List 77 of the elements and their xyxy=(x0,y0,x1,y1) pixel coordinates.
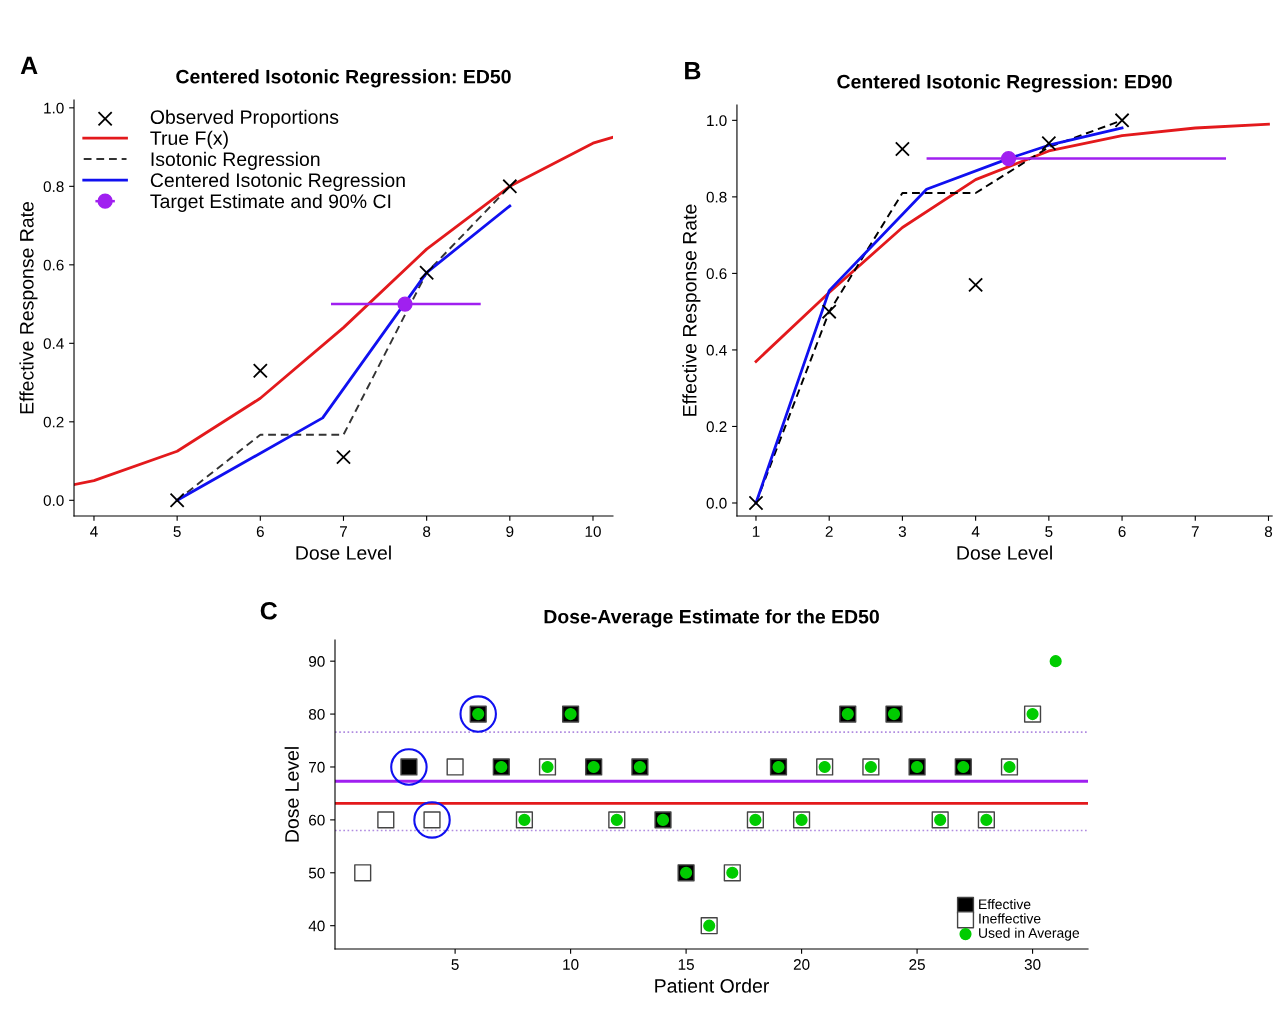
x-axis-title: Patient Order xyxy=(655,978,770,993)
x-tick-label: 1 xyxy=(752,526,760,537)
y-axis-title: Effective Response Rate xyxy=(19,202,38,414)
y-tick-label: 0.8 xyxy=(43,181,64,193)
legend-label: Centered Isotonic Regression xyxy=(150,172,405,191)
x-tick-label: 5 xyxy=(451,959,459,970)
x-tick-label: 25 xyxy=(909,959,925,970)
point xyxy=(335,449,351,465)
legend-label: Used in Average xyxy=(979,927,1080,941)
point xyxy=(397,296,413,312)
y-axis-title: Effective Response Rate xyxy=(682,204,701,416)
y-tick-label: 0.2 xyxy=(43,416,64,428)
line-series xyxy=(754,122,1270,363)
point xyxy=(821,304,837,320)
x-tick-label: 30 xyxy=(1024,959,1041,970)
point xyxy=(1114,112,1130,128)
x-tick-label: 7 xyxy=(1191,526,1199,537)
y-tick-label: 90 xyxy=(309,656,325,667)
point xyxy=(419,265,435,281)
x-tick-label: 3 xyxy=(898,526,906,537)
y-tick-label: 0.4 xyxy=(43,338,64,350)
x-tick-label: 4 xyxy=(971,526,980,537)
point xyxy=(1000,150,1017,167)
point xyxy=(1049,655,1062,668)
y-tick-label: 0.0 xyxy=(706,497,727,509)
x-tick-label: 5 xyxy=(1045,526,1053,537)
text: B xyxy=(685,62,701,80)
chart-title: Centered Isotonic Regression: ED90 xyxy=(837,74,1172,93)
y-tick-label: 1.0 xyxy=(44,102,64,114)
y-tick-label: 1.0 xyxy=(707,115,727,127)
x-tick-label: 20 xyxy=(793,959,810,970)
y-tick-label: 0.2 xyxy=(706,421,727,433)
x-tick-label: 2 xyxy=(825,526,833,537)
x-tick-label: 6 xyxy=(1118,526,1126,537)
text: C xyxy=(260,601,278,620)
x-axis-title: Dose Level xyxy=(957,545,1052,560)
point xyxy=(894,141,910,157)
point xyxy=(446,758,464,776)
y-tick-label: 80 xyxy=(308,708,325,720)
legend-label: Observed Proportions xyxy=(150,109,339,128)
x-tick-label: 4 xyxy=(90,526,98,537)
legend-label: True F(x) xyxy=(150,130,228,149)
legend-label: Isotonic Regression xyxy=(151,151,320,170)
x-tick-label: 15 xyxy=(678,959,694,970)
point xyxy=(502,178,518,194)
y-tick-label: 0.6 xyxy=(43,259,64,271)
x-tick-label: 8 xyxy=(1264,526,1273,537)
point xyxy=(169,492,185,508)
point xyxy=(252,363,268,379)
x-tick-label: 9 xyxy=(506,526,514,537)
text: A xyxy=(20,56,38,74)
chart-title: Dose-Average Estimate for the ED50 xyxy=(544,609,879,628)
x-axis-title: Dose Level xyxy=(296,545,391,560)
x-tick-label: 10 xyxy=(585,526,601,537)
chart-title: Centered Isotonic Regression: ED50 xyxy=(176,69,511,88)
x-tick-label: 5 xyxy=(173,526,181,537)
point xyxy=(968,277,984,293)
y-tick-label: 50 xyxy=(308,867,325,879)
y-tick-label: 40 xyxy=(308,920,325,932)
legend-label: Target Estimate and 90% CI xyxy=(150,193,391,213)
point xyxy=(377,811,395,829)
y-tick-label: 0.8 xyxy=(706,191,727,203)
legend-label: Ineffective xyxy=(979,913,1041,924)
legend-label: Effective xyxy=(979,899,1031,910)
y-tick-label: 70 xyxy=(309,761,325,773)
y-tick-label: 0.4 xyxy=(706,344,727,356)
point xyxy=(1041,135,1057,151)
x-tick-label: 7 xyxy=(340,526,347,537)
y-tick-label: 60 xyxy=(309,814,325,826)
x-tick-label: 6 xyxy=(256,526,264,537)
y-tick-label: 0.0 xyxy=(43,495,64,506)
x-tick-label: 10 xyxy=(563,959,579,970)
x-tick-label: 8 xyxy=(423,526,431,537)
point xyxy=(748,495,764,511)
y-axis-title: Dose Level xyxy=(284,747,299,842)
y-tick-label: 0.6 xyxy=(706,268,727,280)
point xyxy=(354,864,372,882)
